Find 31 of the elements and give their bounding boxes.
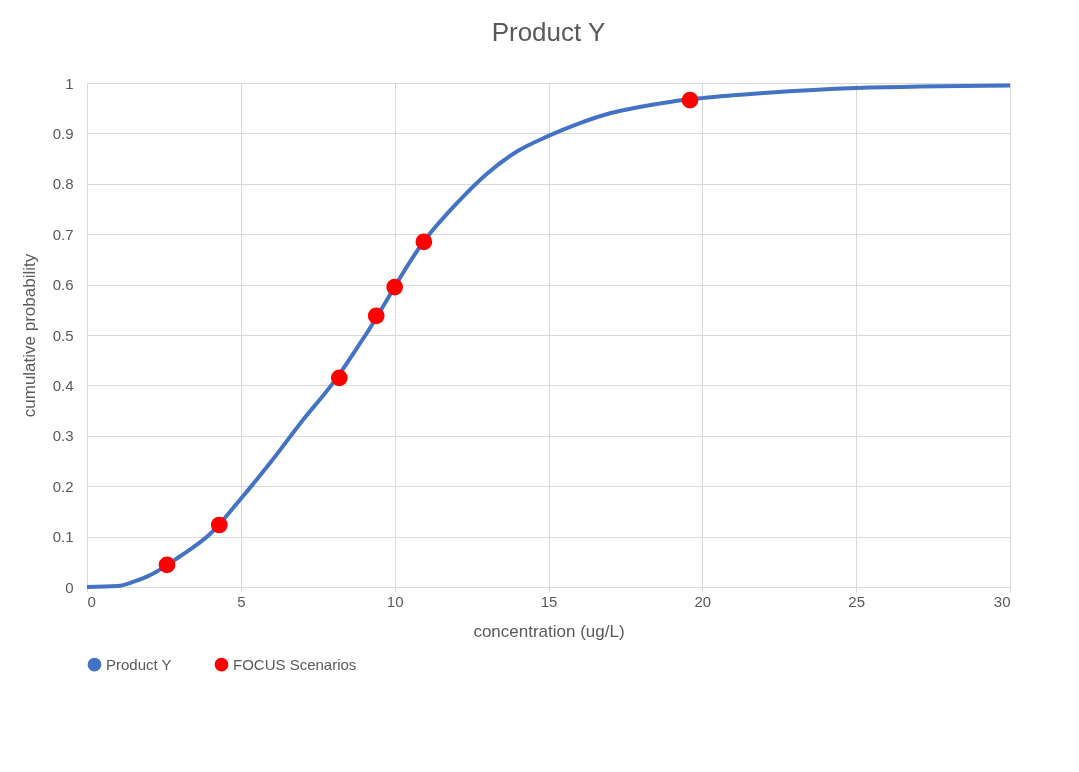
point	[681, 91, 699, 109]
y-axis-title: cumulative probability	[19, 253, 39, 418]
chart-title: Product Y	[491, 17, 606, 47]
x-tick-label: 5	[237, 592, 246, 610]
point	[158, 556, 176, 574]
point	[415, 233, 433, 251]
x-tick-label: 20	[694, 592, 712, 610]
x-tick-label: 30	[993, 592, 1011, 610]
y-tick-label: 0.7	[52, 225, 74, 243]
y-tick-label: 1	[65, 74, 74, 92]
y-tick-label: 0.2	[52, 477, 74, 495]
legend-label: FOCUS Scenarios	[233, 655, 357, 673]
point	[386, 278, 404, 296]
y-tick-label: 0.9	[52, 124, 74, 142]
y-tick-label: 0.8	[52, 175, 74, 193]
y-tick-label: 0.6	[52, 276, 74, 294]
x-axis-title: concentration (ug/L)	[473, 621, 625, 641]
y-tick-label: 0.5	[52, 326, 74, 344]
y-tick-label: 0	[65, 578, 74, 596]
y-tick-label: 0.4	[52, 376, 74, 394]
y-tick-label: 0.1	[52, 528, 74, 546]
legend-label: Product Y	[106, 655, 172, 673]
x-tick-label: 15	[540, 592, 558, 610]
x-tick-label: 0	[87, 592, 96, 610]
y-tick-label: 0.3	[52, 427, 74, 445]
line-series	[85, 83, 1012, 589]
x-tick-label: 10	[386, 592, 404, 610]
x-tick-label: 25	[848, 592, 866, 610]
point	[367, 307, 385, 325]
point	[330, 369, 348, 387]
point	[210, 516, 228, 534]
